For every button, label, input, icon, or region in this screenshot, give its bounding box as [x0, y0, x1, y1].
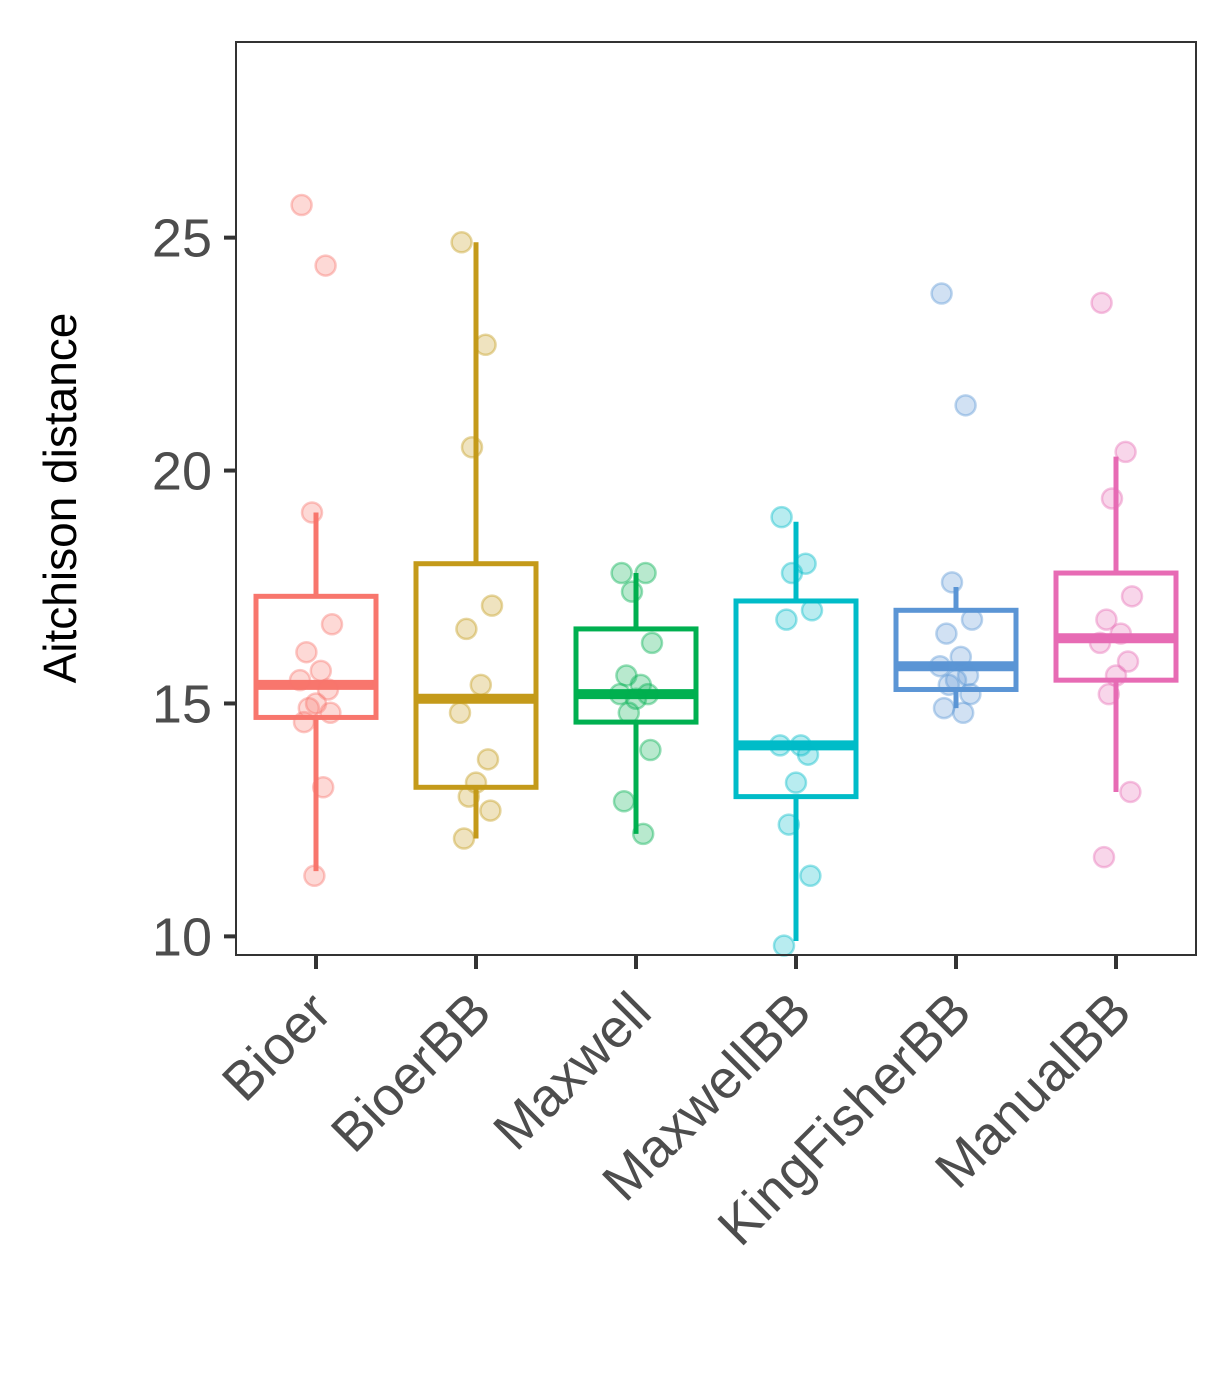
- data-point: [1104, 664, 1128, 687]
- data-point: [1116, 650, 1140, 673]
- data-point: [940, 571, 964, 594]
- data-point: [777, 813, 801, 836]
- data-point: [960, 608, 984, 631]
- box: [253, 593, 379, 720]
- data-point: [320, 613, 344, 636]
- data-point: [1092, 845, 1116, 869]
- data-point: [959, 682, 982, 706]
- data-point: [295, 640, 318, 664]
- data-point: [928, 654, 952, 678]
- data-point: [1100, 487, 1124, 510]
- data-point: [469, 673, 493, 697]
- y-axis-title: Aitchison distance: [34, 313, 86, 684]
- data-point: [944, 668, 968, 692]
- data-point: [796, 743, 820, 766]
- data-point: [631, 822, 655, 846]
- box: [733, 598, 859, 800]
- data-point: [460, 436, 484, 459]
- box: [893, 607, 1019, 692]
- data-point: [303, 864, 326, 888]
- data-point: [1090, 291, 1113, 315]
- data-point: [476, 748, 500, 771]
- data-point: [770, 505, 793, 529]
- y-tick-label: 10: [152, 907, 212, 967]
- box: [413, 561, 539, 790]
- data-point: [292, 710, 316, 734]
- data-point: [1095, 608, 1118, 631]
- data-point: [288, 668, 312, 692]
- data-point: [464, 771, 488, 794]
- data-point: [636, 682, 660, 706]
- data-point: [617, 701, 641, 725]
- data-point: [455, 617, 478, 641]
- data-point: [608, 682, 632, 706]
- data-point: [1120, 585, 1144, 608]
- data-point: [1114, 440, 1137, 464]
- data-point: [457, 785, 481, 808]
- data-point: [784, 771, 808, 794]
- data-point: [314, 254, 337, 277]
- data-point: [300, 501, 324, 524]
- data-point: [954, 394, 977, 417]
- data-point: [297, 696, 321, 720]
- data-point: [615, 664, 638, 687]
- data-point: [640, 631, 664, 655]
- data-point: [480, 594, 504, 617]
- data-point: [316, 678, 340, 701]
- y-tick-label: 20: [152, 442, 212, 502]
- box-group-maxwell: [573, 561, 699, 846]
- box: [573, 626, 699, 725]
- data-point: [794, 552, 817, 575]
- data-point: [629, 673, 653, 697]
- data-point: [620, 580, 644, 603]
- plot-area: [253, 193, 1179, 957]
- data-point: [775, 608, 798, 631]
- data-point: [319, 701, 342, 725]
- y-tick-label: 15: [152, 674, 212, 734]
- data-point: [772, 934, 796, 957]
- data-point: [949, 645, 973, 669]
- box-group-kingfisherbb: [893, 282, 1019, 725]
- box-group-manualbb: [1053, 291, 1179, 869]
- data-point: [1109, 622, 1133, 645]
- box-group-maxwellbb: [733, 505, 859, 957]
- data-point: [479, 799, 502, 822]
- panel-border: [235, 41, 1197, 956]
- data-point: [450, 231, 473, 254]
- data-point: [624, 687, 648, 711]
- data-point: [789, 734, 813, 757]
- data-point: [612, 790, 636, 813]
- y-tick-label: 25: [152, 209, 212, 269]
- data-point: [290, 193, 313, 217]
- data-point: [935, 622, 958, 645]
- data-point: [951, 701, 975, 725]
- data-point: [956, 664, 980, 687]
- data-point: [932, 696, 956, 720]
- data-point: [780, 561, 804, 585]
- data-point: [309, 659, 333, 683]
- box-group-bioerbb: [413, 231, 539, 850]
- data-point: [1097, 682, 1121, 706]
- data-point: [448, 701, 472, 725]
- data-point: [311, 776, 335, 799]
- data-point: [937, 673, 961, 697]
- data-point: [930, 282, 953, 305]
- data-point: [1088, 631, 1112, 655]
- data-point: [610, 561, 633, 585]
- data-point: [639, 738, 662, 762]
- data-point: [634, 561, 657, 585]
- data-point: [474, 333, 497, 357]
- box: [1053, 570, 1179, 683]
- data-point: [768, 734, 792, 757]
- data-point: [304, 692, 328, 715]
- data-point: [800, 599, 824, 622]
- data-point: [1119, 780, 1142, 804]
- y-axis: 10 15 20 25: [152, 209, 236, 967]
- data-point: [799, 864, 822, 888]
- box-group-bioer: [253, 193, 379, 888]
- data-point: [452, 827, 476, 850]
